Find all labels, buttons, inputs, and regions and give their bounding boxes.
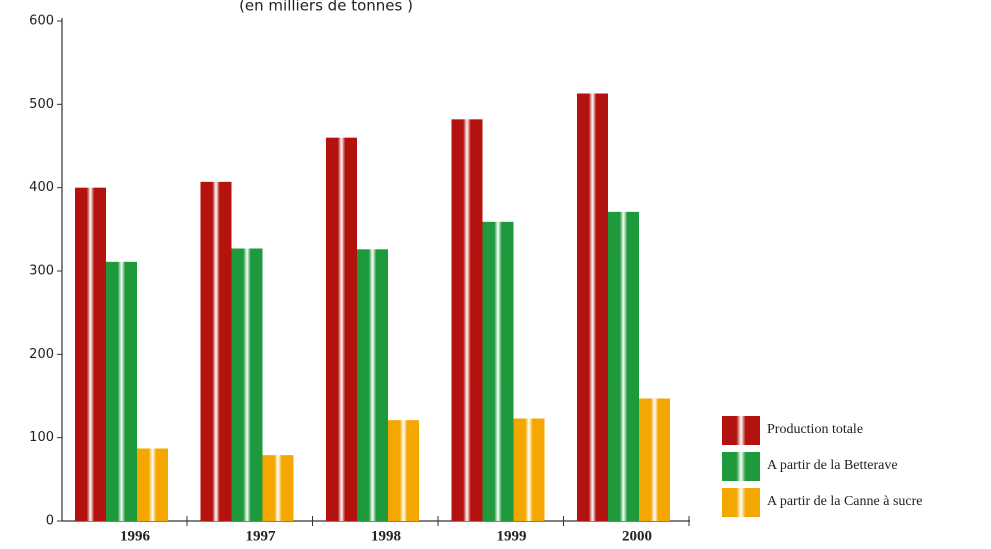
bar xyxy=(326,137,357,521)
bar xyxy=(106,261,137,521)
bar xyxy=(137,448,168,521)
x-tick-label: 1999 xyxy=(497,528,527,544)
x-tick-label: 2000 xyxy=(622,528,652,544)
y-tick-label: 200 xyxy=(29,347,54,362)
legend-swatch xyxy=(722,416,760,445)
y-tick-label: 300 xyxy=(29,264,54,279)
bar xyxy=(75,187,106,521)
bar xyxy=(357,249,388,522)
bar xyxy=(482,221,514,522)
bar xyxy=(577,93,608,521)
x-tick-label: 1998 xyxy=(371,528,401,544)
bar xyxy=(451,119,483,521)
legend-label: A partir de la Betterave xyxy=(767,458,898,473)
bar xyxy=(513,418,545,521)
bar xyxy=(262,455,294,521)
y-tick-label: 100 xyxy=(29,430,54,445)
bar xyxy=(639,398,670,521)
legend-label: A partir de la Canne à sucre xyxy=(767,494,923,509)
x-tick-label: 1996 xyxy=(120,528,151,544)
x-tick-label: 1997 xyxy=(246,528,277,544)
bar xyxy=(608,211,639,522)
legend-swatch xyxy=(722,452,760,481)
y-tick-label: 0 xyxy=(46,514,54,529)
legend-label: Production totale xyxy=(767,422,863,437)
bar xyxy=(388,420,419,521)
y-tick-label: 500 xyxy=(29,97,54,112)
chart-subtitle: (en milliers de tonnes ) xyxy=(239,0,413,15)
y-tick-label: 600 xyxy=(29,14,54,29)
bar xyxy=(231,248,263,521)
y-tick-label: 400 xyxy=(29,180,54,195)
bar xyxy=(200,181,232,522)
legend-swatch xyxy=(722,488,760,517)
